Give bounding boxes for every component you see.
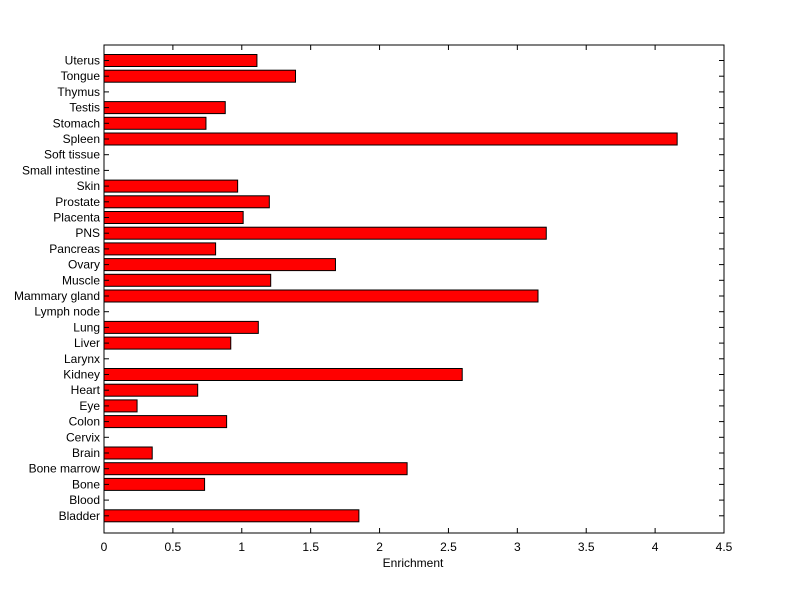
bar-brain <box>103 446 153 460</box>
bar-prostate <box>103 195 270 209</box>
y-tick-label: Heart <box>71 383 101 397</box>
y-tick-label: Skin <box>77 179 100 193</box>
x-tick-label: 2.5 <box>440 540 457 554</box>
bar-placenta <box>103 211 244 224</box>
y-tick-label: Uterus <box>65 54 100 68</box>
plot-frame <box>103 44 725 534</box>
x-tick-label: 4.5 <box>716 540 733 554</box>
bar-bone-marrow <box>103 462 408 476</box>
x-tick-label: 2 <box>376 540 383 554</box>
y-tick-label: Stomach <box>53 116 100 130</box>
y-tick-marks <box>104 60 724 517</box>
x-tick-label: 0 <box>101 540 108 554</box>
y-tick-label: Bone marrow <box>29 462 101 476</box>
y-tick-label: Tongue <box>61 69 101 83</box>
bar-heart <box>103 383 199 397</box>
y-tick-label: Brain <box>72 446 100 460</box>
y-tick-label: PNS <box>75 226 100 240</box>
bar-bladder <box>103 509 360 523</box>
y-tick-label: Prostate <box>55 195 100 209</box>
bars-group <box>103 54 678 523</box>
bar-colon <box>103 415 228 429</box>
bar-testis <box>103 101 226 115</box>
bar-tongue <box>103 69 297 83</box>
x-tick-labels: 0 0.5 1 1.5 2 2.5 3 3.5 4 4.5 <box>101 540 733 554</box>
y-tick-label: Mammary gland <box>14 289 100 303</box>
bar-uterus <box>103 54 258 67</box>
bar-bone <box>103 477 206 491</box>
x-tick-label: 4 <box>652 540 659 554</box>
x-tick-label: 0.5 <box>165 540 182 554</box>
y-tick-label: Pancreas <box>49 242 100 256</box>
x-axis-title: Enrichment <box>383 556 444 570</box>
y-tick-label: Placenta <box>53 211 100 225</box>
bar-lung <box>103 320 259 334</box>
y-tick-label: Eye <box>79 399 100 413</box>
bar-ovary <box>103 258 336 272</box>
y-tick-label: Cervix <box>66 430 100 444</box>
x-tick-label: 3.5 <box>578 540 595 554</box>
y-tick-label: Soft tissue <box>44 148 100 162</box>
y-tick-label: Small intestine <box>22 163 100 177</box>
bar-spleen <box>103 132 678 146</box>
y-tick-label: Kidney <box>63 368 100 382</box>
y-tick-label: Thymus <box>57 85 100 99</box>
y-tick-label: Blood <box>69 493 100 507</box>
bar-pns <box>103 226 547 240</box>
y-tick-label: Liver <box>74 336 100 350</box>
y-tick-label: Lung <box>73 320 100 334</box>
y-tick-label: Lymph node <box>34 305 100 319</box>
bar-mammary-gland <box>103 289 539 303</box>
x-tick-label: 1 <box>238 540 245 554</box>
bar-pancreas <box>103 242 217 256</box>
bar-skin <box>103 179 239 193</box>
y-tick-label: Colon <box>69 415 100 429</box>
x-tick-label: 3 <box>514 540 521 554</box>
y-tick-label: Bladder <box>59 509 100 523</box>
y-tick-label: Muscle <box>62 273 100 287</box>
bar-kidney <box>103 368 463 381</box>
bar-stomach <box>103 116 207 130</box>
bar-liver <box>103 336 232 350</box>
y-tick-label: Bone <box>72 477 100 491</box>
y-tick-label: Larynx <box>64 352 100 366</box>
x-tick-label: 1.5 <box>302 540 319 554</box>
y-tick-label: Testis <box>69 101 100 115</box>
y-tick-label: Ovary <box>68 258 100 272</box>
bar-muscle <box>103 273 272 287</box>
y-tick-label: Spleen <box>63 132 100 146</box>
